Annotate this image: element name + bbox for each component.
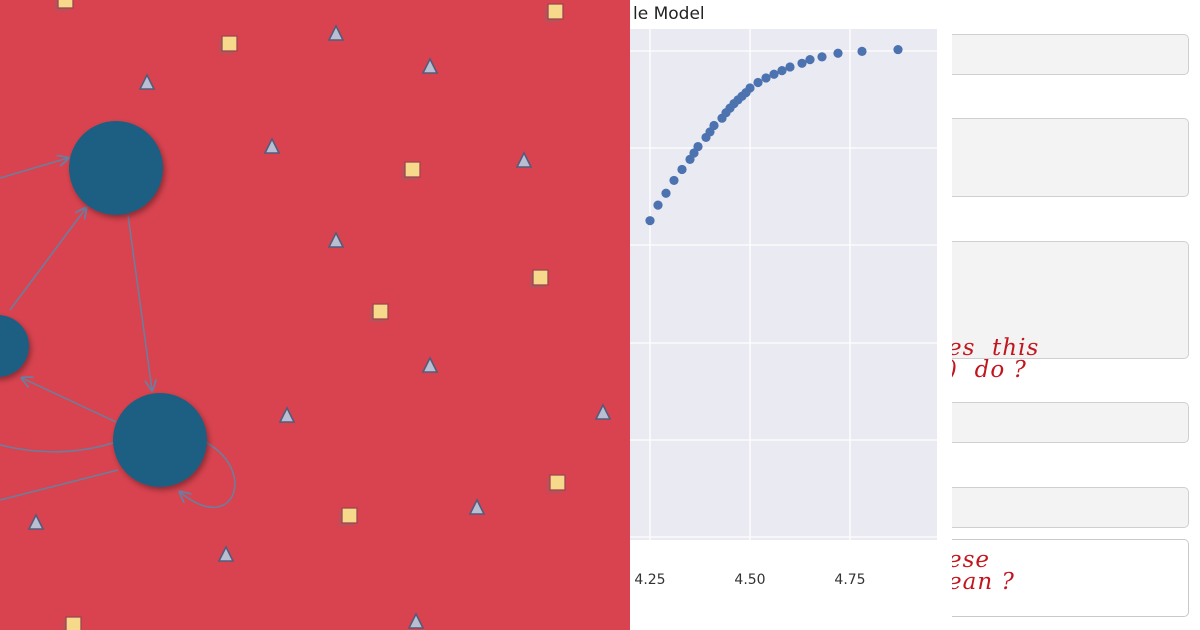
triangle-marker-icon [468,498,486,515]
scatter-chart-panel: le Model 4.25 4.50 4.75 [630,0,952,630]
chart-data-point [753,77,763,88]
chart-points [645,44,903,226]
triangle-markers [27,24,612,629]
chart-data-point [785,62,795,72]
triangle-marker-icon [515,151,533,168]
chart-data-point [797,58,807,68]
chart-x-tick-label: 4.75 [834,572,865,588]
square-marker-icon [530,269,549,288]
handwritten-note-1: es this ) do ? [952,335,1040,383]
triangle-marker-icon [594,403,612,420]
graph-node-icon [69,121,163,215]
triangle-marker-icon [27,513,45,530]
chart-data-point [653,200,663,210]
form-input-1[interactable] [952,34,1189,75]
chart-data-point [693,141,703,152]
chart-data-point [769,69,779,79]
chart-data-point [817,52,827,62]
form-textarea-1[interactable] [952,118,1189,197]
square-marker-icon [402,161,421,180]
form-panel: es this ) do ? ese ean ? [952,0,1200,630]
scatter-chart: 4.25 4.50 4.75 [630,29,937,588]
chart-x-tick-label: 4.25 [634,572,665,588]
triangle-marker-icon [278,406,296,423]
handwritten-note-2: ese ean ? [952,547,1015,595]
form-textarea-2[interactable] [952,241,1189,359]
chart-data-point [833,48,843,58]
square-marker-icon [545,3,564,22]
triangle-marker-icon [421,57,439,74]
chart-data-point [857,46,867,57]
square-marker-icon [63,616,82,630]
graph-node-icon [113,393,207,487]
graph-edge [0,441,117,453]
square-marker-icon [55,0,74,11]
chart-grid [630,29,937,540]
form-input-3[interactable] [952,487,1189,528]
graph-edge [0,158,68,179]
triangle-marker-icon [263,137,281,154]
chart-data-point [661,188,671,198]
chart-data-point [669,175,679,186]
chart-data-point [709,120,719,131]
chart-data-point [805,55,815,65]
graph-node-icon [0,315,29,377]
triangle-marker-icon [421,356,439,373]
chart-x-ticks: 4.25 4.50 4.75 [634,572,865,588]
square-markers [55,0,566,630]
triangle-marker-icon [138,73,156,90]
graph-edge [9,208,86,311]
chart-data-point [645,216,655,226]
form-input-2[interactable] [952,402,1189,443]
chart-data-point [893,44,903,55]
chart-data-point [745,83,755,93]
square-marker-icon [547,474,566,493]
graph-edge [0,469,119,501]
square-marker-icon [370,303,389,322]
graph-edge [180,437,236,508]
square-marker-icon [219,35,238,54]
graph-edge [127,214,152,390]
chart-data-point [677,164,687,175]
chart-x-tick-label: 4.50 [734,572,765,588]
form-textarea-3[interactable] [952,539,1189,617]
chart-title: le Model [633,4,705,24]
triangle-marker-icon [327,231,345,248]
graph-edge [22,378,117,423]
triangle-marker-icon [407,612,425,629]
square-marker-icon [339,507,358,526]
plot-area [630,29,937,540]
network-graph-canvas [0,0,612,630]
graph-edges [0,158,236,508]
triangle-marker-icon [327,24,345,41]
network-graph-panel[interactable] [0,0,630,630]
graph-nodes [0,121,207,487]
chart-data-point [777,66,787,76]
chart-data-point [761,73,771,83]
triangle-marker-icon [217,545,235,562]
